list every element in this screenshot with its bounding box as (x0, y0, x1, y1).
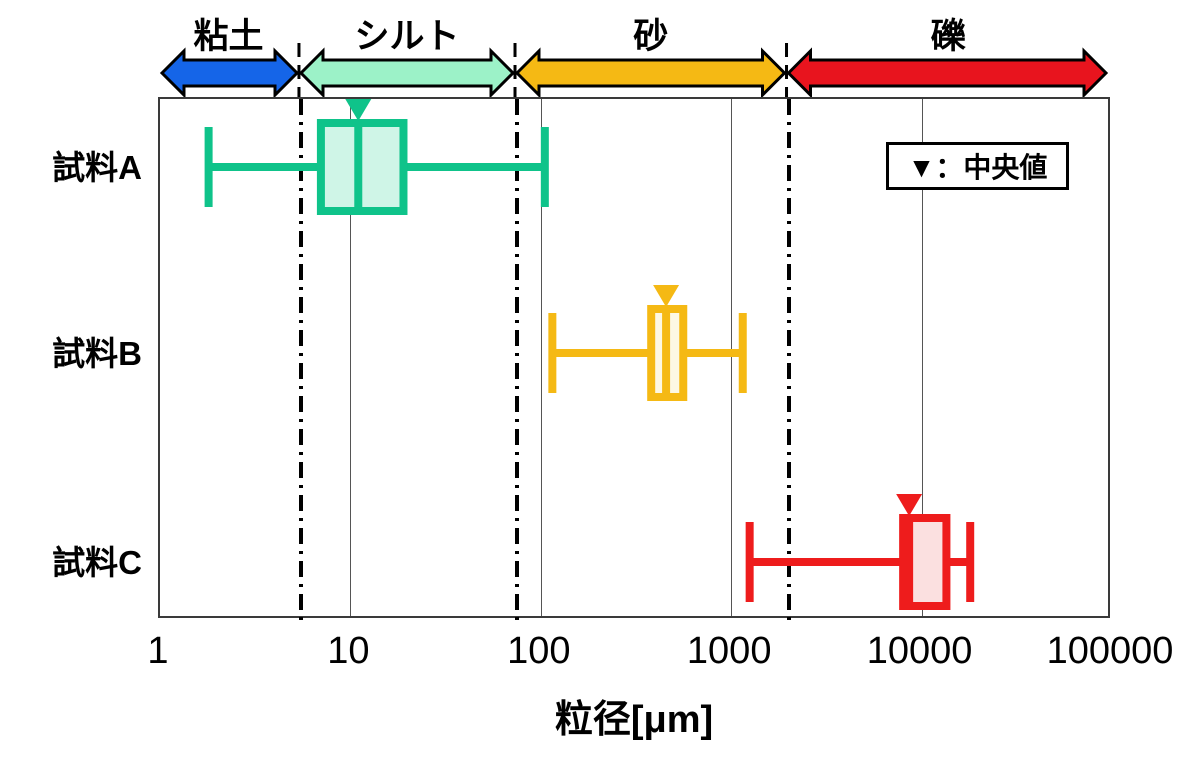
size-class-arrow-砂 (514, 47, 787, 99)
median-marker (653, 285, 680, 307)
class-boundary-75 (515, 99, 519, 620)
size-class-label-礫: 礫 (930, 17, 966, 56)
size-class-arrow-シルト (298, 47, 516, 99)
class-boundary-5.5 (298, 99, 303, 620)
x-tick-1: 1 (147, 630, 169, 672)
x-tick-10: 10 (327, 630, 370, 672)
gridline-100 (540, 99, 542, 616)
size-class-label-粘土: 粘土 (193, 17, 264, 56)
legend-text: ▼：中央値 (907, 152, 1048, 183)
class-boundary-2000 (786, 99, 791, 620)
gridline-10 (350, 99, 352, 616)
x-tick-10000: 10000 (866, 630, 973, 672)
x-tick-1000: 1000 (686, 630, 772, 672)
boxplot-試料C (745, 494, 975, 610)
gridline-10000 (921, 99, 923, 616)
y-label-試料A: 試料A (52, 149, 142, 186)
gridline-1000 (731, 99, 733, 616)
size-class-arrow-band (159, 43, 1109, 100)
median-marker (345, 99, 372, 121)
size-class-label-砂: 砂 (633, 17, 669, 56)
x-tick-100000: 100000 (1046, 630, 1174, 672)
size-class-arrow-礫 (786, 47, 1109, 99)
x-axis-title: 粒径[μm] (554, 699, 714, 741)
y-label-試料B: 試料B (52, 335, 142, 372)
median-marker (896, 494, 923, 516)
size-class-arrow-粘土 (159, 47, 300, 99)
plot-area: ▼：中央値 (158, 97, 1110, 620)
boxplot-試料B (548, 285, 747, 401)
size-class-label-シルト: シルト (354, 17, 460, 56)
legend-box: ▼：中央値 (886, 142, 1069, 190)
y-label-試料C: 試料C (52, 544, 142, 581)
boxplot-試料A (204, 99, 549, 215)
x-tick-100: 100 (507, 630, 571, 672)
